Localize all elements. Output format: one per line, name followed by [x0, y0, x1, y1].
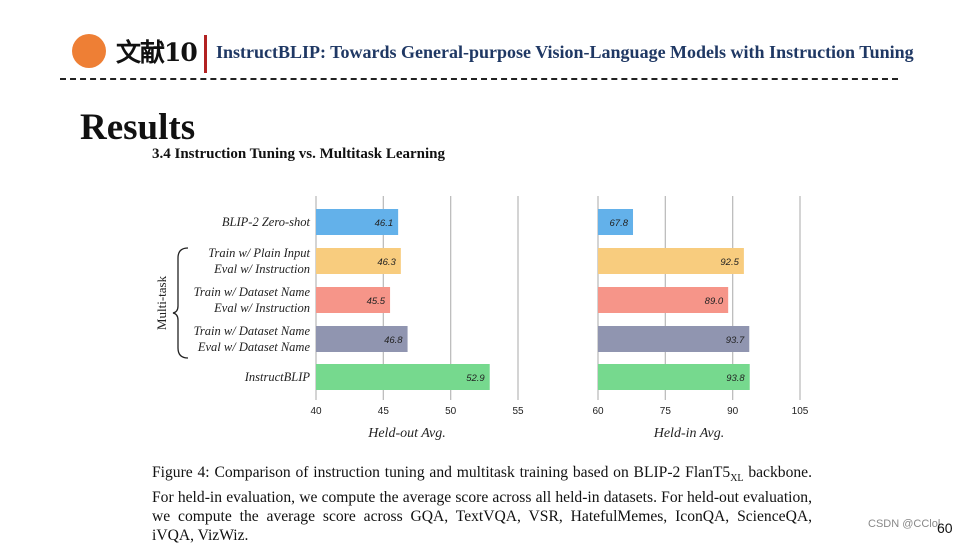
- data-label-1-0: 67.8: [610, 218, 629, 229]
- tick-label-1-2: 90: [727, 406, 739, 417]
- paper-title: InstructBLIP: Towards General-purpose Vi…: [216, 42, 914, 62]
- data-label-0-0: 46.1: [375, 218, 394, 229]
- bar-1-2: [598, 287, 729, 313]
- category-label-4-0: InstructBLIP: [244, 370, 311, 384]
- tick-label-0-1: 45: [378, 406, 390, 417]
- bar-1-4: [598, 364, 750, 390]
- bar-0-3: [316, 326, 408, 352]
- bar-0-0: [316, 209, 399, 235]
- data-label-1-1: 92.5: [720, 257, 739, 268]
- section-title: 3.4 Instruction Tuning vs. Multitask Lea…: [152, 146, 445, 162]
- caption-main: Figure 4: Comparison of instruction tuni…: [152, 464, 731, 481]
- category-label-2-1: Eval w/ Instruction: [213, 301, 310, 315]
- tick-label-1-1: 75: [660, 406, 672, 417]
- category-label-1-0: Train w/ Plain Input: [208, 246, 310, 260]
- bar-0-1: [316, 248, 401, 274]
- slide-heading: Results: [80, 107, 196, 148]
- tick-label-0-0: 40: [310, 406, 322, 417]
- bar-0-4: [316, 364, 490, 390]
- figure-caption: Figure 4: Comparison of instruction tuni…: [152, 463, 812, 545]
- orange-bullet: [72, 34, 106, 68]
- category-label-0-0: BLIP-2 Zero-shot: [222, 215, 311, 229]
- x-axis-label-0: Held-out Avg.: [367, 426, 446, 441]
- multi-task-label: Multi-task: [154, 275, 169, 330]
- header-divider: [204, 35, 207, 73]
- category-label-3-1: Eval w/ Dataset Name: [197, 340, 311, 354]
- x-axis-label-1: Held-in Avg.: [653, 426, 725, 441]
- caption-subscript: XL: [730, 473, 744, 485]
- comparison-chart: 40 45 50 55 46.1 46.3 45.5 46.8 52.9 Held-out Avg…: [154, 196, 809, 441]
- tick-label-1-3: 105: [792, 406, 809, 417]
- category-label-3-0: Train w/ Dataset Name: [194, 324, 311, 338]
- category-label-1-1: Eval w/ Instruction: [213, 262, 310, 276]
- data-label-1-4: 93.8: [726, 373, 745, 384]
- data-label-0-2: 45.5: [367, 296, 386, 307]
- bar-1-1: [598, 248, 744, 274]
- bar-1-3: [598, 326, 750, 352]
- data-label-1-3: 93.7: [726, 335, 745, 346]
- data-label-1-2: 89.0: [705, 296, 724, 307]
- tick-label-0-2: 50: [445, 406, 457, 417]
- dashed-divider: [60, 78, 898, 80]
- data-label-0-4: 52.9: [466, 373, 485, 384]
- tick-label-1-0: 60: [592, 406, 604, 417]
- reference-label: 文献10: [116, 38, 198, 67]
- category-label-2-0: Train w/ Dataset Name: [194, 285, 311, 299]
- bar-1-0: [598, 209, 634, 235]
- tick-label-0-3: 55: [512, 406, 524, 417]
- data-label-0-3: 46.8: [384, 335, 403, 346]
- page-number: 60: [937, 520, 953, 536]
- bar-0-2: [316, 287, 391, 313]
- caption-rest: backbone. For held-in evaluation, we com…: [152, 464, 812, 545]
- multi-task-brace: [172, 247, 189, 359]
- data-label-0-1: 46.3: [377, 257, 396, 268]
- watermark: CSDN @CClol: [868, 518, 941, 530]
